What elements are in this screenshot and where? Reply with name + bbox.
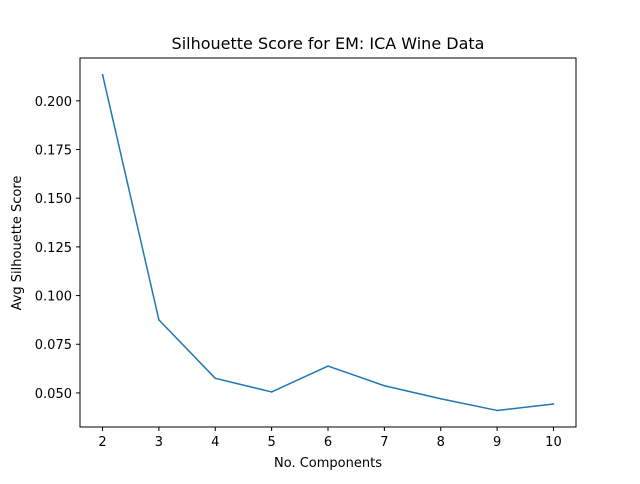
plot-area [101, 73, 555, 412]
x-tick-label: 9 [493, 435, 501, 450]
chart-title: Silhouette Score for EM: ICA Wine Data [172, 34, 485, 53]
data-point [158, 319, 160, 321]
y-tick-label: 0.050 [35, 387, 72, 402]
y-tick-label: 0.075 [35, 338, 72, 353]
y-axis-label: Avg Silhouette Score [10, 176, 25, 311]
x-tick-label: 7 [380, 435, 388, 450]
x-tick-label: 3 [155, 435, 163, 450]
data-point [270, 391, 273, 393]
data-point [214, 377, 217, 380]
x-tick-label: 2 [98, 435, 106, 450]
x-tick-label: 5 [267, 435, 275, 450]
x-axis-label: No. Components [274, 456, 382, 471]
x-tick-label: 10 [545, 435, 562, 450]
y-tick-label: 0.100 [35, 290, 72, 305]
y-tick-label: 0.125 [35, 241, 72, 256]
data-point [496, 409, 498, 412]
data-point [101, 73, 104, 76]
data-point [552, 403, 555, 405]
x-tick-label: 4 [211, 435, 219, 450]
data-point [439, 397, 442, 400]
data-point [327, 365, 329, 367]
x-axis: 2 3 4 5 6 7 8 9 10 [98, 427, 562, 450]
plot-frame [79, 57, 577, 428]
y-tick-label: 0.200 [35, 95, 72, 110]
x-tick-label: 6 [324, 435, 332, 450]
y-tick-label: 0.175 [35, 144, 72, 159]
data-point [383, 384, 386, 387]
x-tick-label: 8 [437, 435, 445, 450]
y-axis: 0.050 0.075 0.100 0.125 0.150 0.175 0.200 [35, 95, 80, 402]
y-tick-label: 0.150 [35, 192, 72, 207]
series-line [101, 74, 554, 412]
